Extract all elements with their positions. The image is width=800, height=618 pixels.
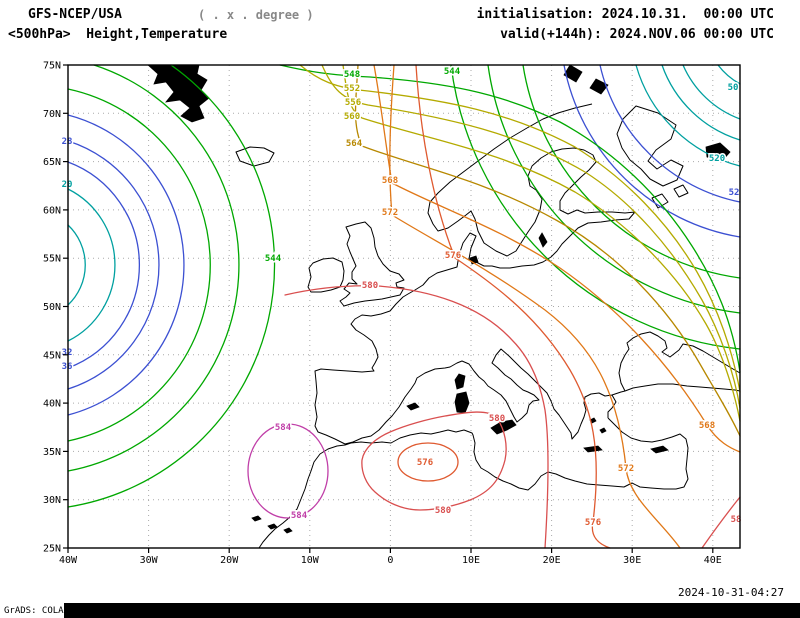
contour-value-labels: 548 544 544 552 556 560 564 568 572 576 580 520 50 52… <box>60 66 743 530</box>
svg-text:576: 576 <box>445 251 461 261</box>
svg-text:580: 580 <box>489 414 505 424</box>
svg-text:20: 20 <box>62 180 73 190</box>
contours-amber <box>354 64 741 437</box>
svg-text:548: 548 <box>344 70 360 80</box>
svg-text:36: 36 <box>62 362 73 372</box>
svg-text:568: 568 <box>699 421 715 431</box>
model-title: GFS-NCEP/USA <box>28 7 122 22</box>
svg-text:520: 520 <box>709 154 725 164</box>
coast-greenland <box>146 64 210 123</box>
svg-text:568: 568 <box>382 176 398 186</box>
svg-text:50N: 50N <box>43 302 61 313</box>
resolution-note: ( . x . degree ) <box>198 8 314 22</box>
svg-text:10E: 10E <box>462 555 480 566</box>
svg-text:60N: 60N <box>43 205 61 216</box>
svg-text:552: 552 <box>344 84 360 94</box>
svg-text:580: 580 <box>362 281 378 291</box>
svg-text:40N: 40N <box>43 399 61 410</box>
svg-text:580: 580 <box>435 506 451 516</box>
latitude-axis-labels: 75N 70N 65N 60N 55N 50N 45N 40N 35N 30N 25N <box>43 61 61 555</box>
coast-iceland <box>235 146 275 167</box>
svg-text:40W: 40W <box>59 555 78 566</box>
bottom-black-bar <box>64 603 800 618</box>
svg-text:25N: 25N <box>43 544 61 555</box>
lat-lon-grid <box>68 65 740 548</box>
contours-teal <box>67 64 741 342</box>
svg-text:544: 544 <box>444 67 461 77</box>
islands <box>251 64 731 534</box>
svg-text:0: 0 <box>387 555 393 566</box>
contours-blue <box>67 64 741 416</box>
svg-text:10W: 10W <box>301 555 320 566</box>
svg-text:30W: 30W <box>140 555 159 566</box>
coast-ireland <box>307 257 345 293</box>
init-time-label: initialisation: 2024.10.31. 00:00 UTC <box>476 7 774 22</box>
contours-orange <box>373 64 741 549</box>
svg-text:30E: 30E <box>623 555 641 566</box>
valid-time-label: valid(+144h): 2024.NOV.06 00:00 UTC <box>500 27 774 42</box>
contours-magenta <box>247 423 329 519</box>
svg-text:556: 556 <box>345 98 361 108</box>
svg-text:45N: 45N <box>43 350 61 361</box>
svg-text:30N: 30N <box>43 495 61 506</box>
contours-yellow <box>299 64 741 422</box>
svg-text:544: 544 <box>265 254 282 264</box>
coast-kola-whitesea <box>616 105 684 187</box>
axis-ticks <box>63 64 714 553</box>
svg-text:584: 584 <box>275 423 292 433</box>
level-title: <500hPa> Height,Temperature <box>8 27 228 42</box>
svg-text:576: 576 <box>417 458 433 468</box>
coastlines <box>146 64 741 549</box>
svg-text:52: 52 <box>729 188 740 198</box>
svg-text:75N: 75N <box>43 61 61 72</box>
svg-text:572: 572 <box>382 208 398 218</box>
svg-text:20E: 20E <box>543 555 561 566</box>
svg-text:65N: 65N <box>43 157 61 168</box>
svg-text:55N: 55N <box>43 254 61 265</box>
svg-text:32: 32 <box>62 348 73 358</box>
svg-text:564: 564 <box>346 139 363 149</box>
longitude-axis-labels: 40W 30W 20W 10W 0 10E 20E 30E 40E <box>59 555 722 566</box>
svg-text:584: 584 <box>291 511 308 521</box>
svg-text:70N: 70N <box>43 109 61 120</box>
svg-text:560: 560 <box>344 112 360 122</box>
svg-text:50: 50 <box>728 83 739 93</box>
svg-text:572: 572 <box>618 464 634 474</box>
coast-britain <box>339 221 405 307</box>
svg-text:28: 28 <box>62 137 73 147</box>
svg-text:35N: 35N <box>43 447 61 458</box>
svg-text:40E: 40E <box>704 555 722 566</box>
svg-text:576: 576 <box>585 518 601 528</box>
height-contours <box>67 64 741 549</box>
creation-timestamp: 2024-10-31-04:27 <box>678 586 784 599</box>
svg-text:20W: 20W <box>220 555 239 566</box>
contours-red <box>284 285 741 549</box>
contours-redorange <box>397 64 611 549</box>
